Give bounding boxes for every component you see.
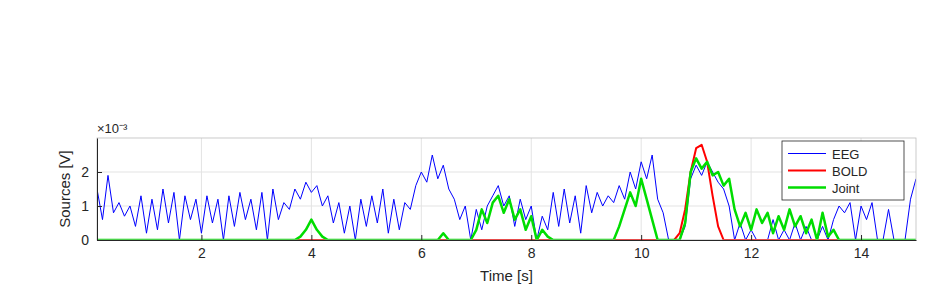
y-axis-line [97,139,98,241]
grid-line-x [421,138,422,240]
x-tick-label: 14 [854,245,870,261]
x-tick-mark [641,235,642,240]
grid-line-x [641,138,642,240]
x-tick-label: 12 [744,245,760,261]
x-tick-mark [311,235,312,240]
x-tick: 2 [198,235,206,261]
legend-swatch [788,186,826,189]
x-tick: 6 [418,235,426,261]
plot-frame [97,138,916,240]
x-tick-mark [751,235,752,240]
x-tick: 10 [634,235,650,261]
x-tick-mark [861,235,862,240]
plot-background [97,138,916,240]
grid-line-x [531,138,532,240]
y-tick-label: 1 [81,198,89,214]
y-tick-mark [97,206,102,207]
x-tick-label: 2 [198,245,206,261]
chart: 2468101214012Time [s]Sources [V]×10⁻³EEG… [0,0,927,285]
y-tick-label: 2 [81,164,89,180]
grid-line-x [201,138,202,240]
y-tick-mark [97,240,102,241]
y-axis: 0 1 2 [81,139,102,248]
x-tick: 14 [854,235,870,261]
x-tick-label: 8 [528,245,536,261]
x-tick-label: 4 [308,245,316,261]
x-axis-title: Time [s] [480,267,533,284]
legend: EEG BOLD Joint [782,141,904,200]
x-tick-mark [531,235,532,240]
grid [97,138,916,240]
legend-box [782,141,904,200]
x-axis: 2 4 6 8 10 12 14 [98,235,917,261]
y-tick: 0 [81,232,102,248]
legend-swatch [788,170,826,172]
legend-swatch [788,153,826,154]
x-tick-label: 6 [418,245,426,261]
x-tick-mark [421,235,422,240]
y-tick-label: 0 [81,232,89,248]
x-axis-line [98,240,917,241]
x-tick: 8 [528,235,536,261]
x-tick-label: 10 [634,245,650,261]
y-tick: 2 [81,164,102,180]
y-axis-title: Sources [V] [56,150,73,228]
legend-label: BOLD [832,164,867,179]
grid-line-x [311,138,312,240]
x-tick-mark [201,235,202,240]
x-tick: 4 [308,235,316,261]
y-tick-mark [97,172,102,173]
legend-label: Joint [832,181,860,196]
legend-label: EEG [832,147,859,162]
axis-multiplier: ×10⁻³ [97,121,128,136]
y-tick: 1 [81,198,102,214]
x-tick: 12 [744,235,760,261]
